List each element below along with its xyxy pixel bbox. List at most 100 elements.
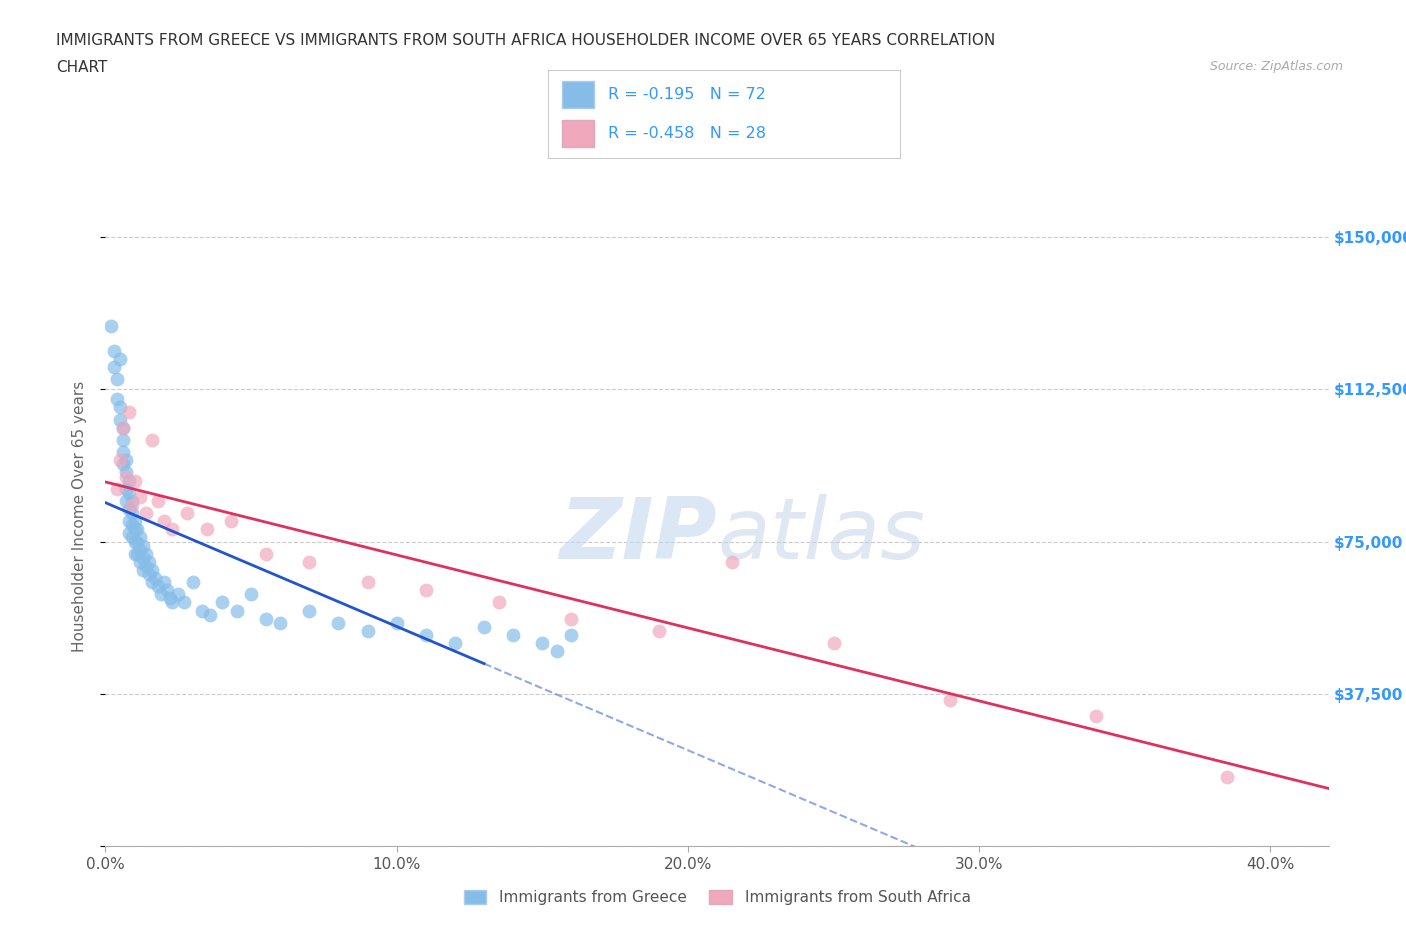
Point [118,501,141,516]
Point [197,522,219,537]
Point [129,489,152,504]
Point [127,546,149,561]
Point [156,583,179,598]
Point [108,352,131,366]
Text: atlas: atlas [717,495,925,578]
Point [546,644,568,658]
Point [121,506,143,521]
Point [176,506,198,521]
Point [298,554,321,569]
Point [127,522,149,537]
Point [135,546,157,561]
Point [108,400,131,415]
Point [132,563,155,578]
Point [111,432,134,447]
Point [108,412,131,427]
Point [298,604,321,618]
Point [105,372,128,387]
Point [502,628,524,643]
Point [152,575,174,590]
Point [254,611,277,626]
Point [141,575,163,590]
Point [118,404,141,418]
Point [138,566,160,581]
Point [269,616,291,631]
Point [146,494,169,509]
Point [254,546,277,561]
Point [415,628,437,643]
Point [219,513,242,528]
Point [173,595,195,610]
FancyBboxPatch shape [562,81,595,108]
Point [162,522,184,537]
Point [132,551,155,565]
Point [143,571,166,586]
Point [560,611,582,626]
Point [488,595,510,610]
Point [121,494,143,509]
Point [648,623,671,638]
Point [105,392,128,406]
Point [121,530,143,545]
Point [141,432,163,447]
Point [141,563,163,578]
Point [225,604,247,618]
Point [132,538,155,553]
Point [444,636,467,651]
Point [472,619,495,634]
Text: IMMIGRANTS FROM GREECE VS IMMIGRANTS FROM SOUTH AFRICA HOUSEHOLDER INCOME OVER 6: IMMIGRANTS FROM GREECE VS IMMIGRANTS FRO… [56,33,995,47]
Point [121,498,143,512]
Point [124,534,146,549]
Point [190,604,212,618]
Point [129,554,152,569]
Point [118,473,141,488]
Point [115,494,138,509]
Text: R = -0.458   N = 28: R = -0.458 N = 28 [609,126,766,140]
Point [135,506,157,521]
Point [121,518,143,533]
Point [118,513,141,528]
Point [385,616,408,631]
Point [111,420,134,435]
Point [108,453,131,468]
Point [200,607,222,622]
Point [181,575,204,590]
Point [115,453,138,468]
Point [531,636,554,651]
Point [129,530,152,545]
Point [124,513,146,528]
Point [100,319,122,334]
Point [167,587,190,602]
Point [103,343,125,358]
Text: Source: ZipAtlas.com: Source: ZipAtlas.com [1209,60,1343,73]
Point [356,623,378,638]
Text: CHART: CHART [56,60,108,75]
Point [159,591,181,605]
Point [356,575,378,590]
Point [152,513,174,528]
Point [118,526,141,541]
Point [124,546,146,561]
Point [939,693,962,708]
Point [111,420,134,435]
Point [1084,709,1107,724]
Point [240,587,263,602]
Point [115,465,138,480]
Point [415,583,437,598]
Point [105,482,128,497]
Text: ZIP: ZIP [560,495,717,578]
Point [823,636,845,651]
Point [124,522,146,537]
Text: R = -0.195   N = 72: R = -0.195 N = 72 [609,87,766,102]
Point [124,473,146,488]
Point [1215,770,1237,785]
Point [149,587,172,602]
Point [111,445,134,459]
Point [111,457,134,472]
Point [162,595,184,610]
Point [720,554,742,569]
Point [115,482,138,497]
Point [135,559,157,574]
FancyBboxPatch shape [562,120,595,147]
Point [211,595,233,610]
